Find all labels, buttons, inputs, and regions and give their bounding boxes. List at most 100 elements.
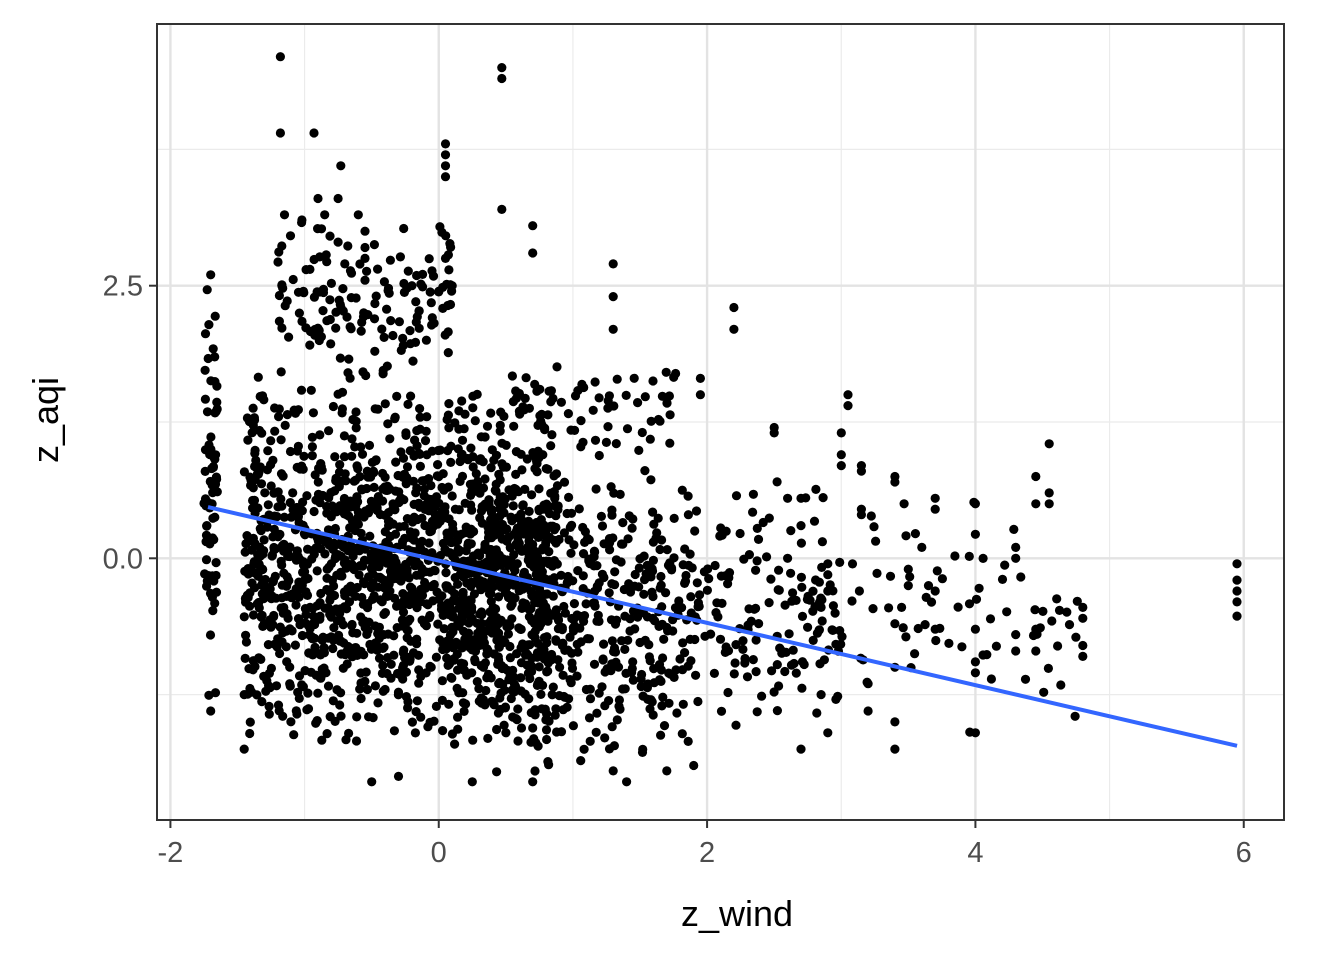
data-point: [678, 638, 688, 648]
data-point: [628, 606, 639, 616]
data-point: [380, 684, 390, 695]
data-point: [297, 461, 307, 471]
data-point: [609, 488, 619, 498]
data-point: [388, 574, 398, 584]
data-point: [677, 729, 687, 739]
data-point: [620, 644, 630, 655]
data-point: [957, 642, 967, 652]
data-point: [828, 601, 839, 611]
data-point: [382, 304, 392, 314]
data-point: [715, 634, 726, 644]
data-point: [1011, 646, 1021, 656]
data-point: [343, 241, 353, 251]
data-point: [461, 522, 471, 532]
data-point: [389, 564, 399, 575]
data-point: [277, 542, 287, 552]
data-point: [362, 684, 372, 695]
data-point: [484, 582, 494, 592]
data-point: [982, 650, 992, 660]
data-point: [297, 215, 307, 225]
data-point: [426, 526, 436, 536]
data-point: [683, 510, 694, 520]
data-point: [665, 561, 675, 572]
data-point: [788, 645, 798, 655]
data-point: [604, 391, 615, 401]
data-point: [309, 506, 319, 517]
data-point: [751, 635, 761, 645]
data-point: [796, 572, 807, 582]
data-point: [297, 316, 307, 326]
data-point: [592, 581, 602, 591]
data-point: [205, 476, 215, 487]
data-point: [450, 418, 460, 428]
data-point: [758, 517, 768, 528]
data-point: [241, 597, 251, 607]
data-point: [627, 663, 637, 674]
data-point: [343, 500, 353, 511]
data-point: [423, 600, 433, 610]
data-point: [497, 499, 508, 509]
data-point: [355, 561, 365, 571]
data-point: [607, 579, 617, 589]
data-point: [569, 599, 580, 609]
data-point: [263, 640, 273, 650]
data-point: [589, 561, 599, 571]
data-point: [417, 615, 427, 625]
data-point: [288, 488, 298, 498]
data-point: [905, 572, 915, 582]
data-point: [783, 493, 793, 503]
data-point: [470, 654, 480, 665]
data-point: [334, 607, 344, 617]
data-point: [970, 624, 981, 634]
data-point: [328, 643, 338, 654]
data-point: [480, 474, 490, 484]
data-point: [275, 128, 285, 138]
data-point: [524, 694, 534, 704]
data-point: [495, 426, 505, 436]
data-point: [740, 653, 750, 664]
data-point: [680, 578, 690, 589]
data-point: [1044, 499, 1054, 509]
minor-gridlines: [157, 24, 1284, 820]
data-point: [603, 422, 613, 432]
data-point: [412, 483, 422, 493]
data-point: [362, 603, 373, 613]
data-point: [373, 404, 383, 414]
data-point: [786, 526, 796, 536]
data-point: [357, 649, 367, 659]
axis-ticks: [149, 284, 1245, 828]
data-point: [418, 282, 428, 292]
data-point: [370, 298, 380, 309]
data-point: [301, 587, 311, 597]
data-point: [366, 563, 376, 574]
data-point: [629, 373, 639, 383]
data-point: [604, 588, 614, 598]
data-point: [302, 559, 312, 569]
data-point: [590, 435, 601, 445]
data-point: [279, 210, 290, 220]
data-point: [812, 628, 823, 638]
data-point: [535, 384, 545, 394]
data-point: [541, 725, 552, 735]
data-point: [294, 693, 304, 704]
data-point: [494, 469, 504, 479]
data-point: [328, 543, 338, 553]
data-point: [360, 253, 370, 263]
data-point: [351, 293, 361, 303]
data-point: [910, 649, 920, 659]
data-point: [970, 529, 981, 539]
data-point: [566, 548, 576, 558]
data-point: [349, 476, 359, 486]
data-point: [930, 586, 940, 596]
data-point: [338, 539, 348, 549]
data-point: [483, 733, 493, 744]
data-point: [481, 685, 491, 696]
data-point: [457, 597, 467, 607]
data-point: [528, 221, 538, 231]
data-point: [775, 643, 785, 653]
data-point: [634, 582, 644, 592]
data-point: [808, 586, 818, 596]
data-point: [690, 634, 700, 645]
data-point: [1078, 651, 1088, 662]
data-point: [356, 442, 366, 452]
